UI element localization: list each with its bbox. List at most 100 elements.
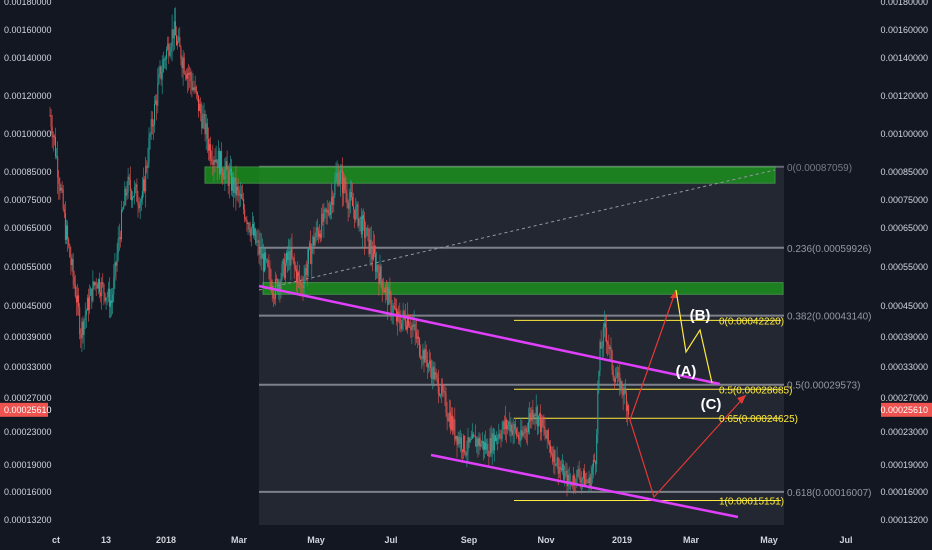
candle-body: [496, 437, 498, 441]
candle-body: [171, 29, 173, 48]
candle-body: [578, 469, 580, 477]
candle-body: [436, 374, 438, 379]
candle-body: [313, 236, 315, 246]
candle-body: [354, 209, 356, 221]
candle-body: [185, 74, 187, 79]
candle-body: [524, 428, 526, 434]
candle-body: [345, 189, 347, 194]
candle-body: [162, 59, 164, 72]
candle-body: [58, 177, 60, 185]
candle-body: [448, 412, 450, 422]
candle-body: [316, 227, 318, 231]
candle-body: [319, 233, 320, 237]
candle-body: [292, 257, 294, 259]
candle-body: [588, 477, 590, 483]
candle-body: [599, 341, 601, 371]
candle-body: [201, 113, 203, 129]
candle-body: [334, 180, 336, 195]
candle-body: [112, 294, 114, 303]
candle-body: [534, 414, 536, 416]
candle-body: [425, 348, 427, 360]
candle-body: [567, 474, 569, 487]
candle-body: [346, 193, 348, 204]
candle-body: [591, 467, 593, 475]
candle-body: [525, 428, 527, 432]
candle-body: [83, 319, 85, 335]
candle-body: [302, 287, 304, 289]
candle-body: [173, 21, 175, 39]
candle-body: [492, 433, 494, 451]
candle-body: [435, 372, 437, 375]
price-tick-label: 0.00055000: [880, 262, 928, 272]
candle-body: [458, 436, 460, 444]
candle-body: [132, 197, 133, 201]
price-tick-label: 0.00033000: [4, 362, 52, 372]
candle-body: [348, 200, 350, 209]
price-tick-label: 0.00016000: [4, 487, 52, 497]
candle-body: [183, 57, 185, 74]
candle-body: [613, 378, 615, 383]
price-tick-label: 0.00033000: [880, 362, 928, 372]
candle-body: [380, 266, 382, 280]
candle-body: [103, 284, 105, 294]
candle-body: [621, 381, 623, 391]
candle-body: [424, 348, 426, 363]
candle-body: [184, 73, 186, 75]
candle-body: [96, 284, 98, 289]
candle-body: [317, 230, 319, 237]
candle-body: [126, 192, 128, 196]
candle-body: [232, 177, 234, 191]
candle-body: [291, 247, 293, 258]
candle-body: [468, 437, 470, 443]
candle-body: [224, 168, 226, 180]
candle-body: [125, 188, 127, 196]
candle-body: [600, 341, 602, 349]
candle-body: [178, 37, 180, 41]
candle-body: [416, 336, 418, 339]
descending-channel: [258, 284, 739, 519]
candle-body: [332, 196, 334, 205]
candle-body: [234, 177, 236, 193]
candle-body: [526, 431, 528, 433]
time-tick-label: May: [307, 535, 325, 545]
candle-body: [443, 391, 445, 393]
candle-body: [530, 413, 532, 421]
candle-body: [512, 430, 514, 435]
candle-body: [157, 83, 159, 106]
candle-body: [482, 441, 484, 450]
candle-body: [484, 442, 485, 450]
price-tick-label: 0.00023000: [4, 427, 52, 437]
price-tick-label: 0.00120000: [4, 91, 52, 101]
candle-body: [82, 321, 84, 335]
price-tick-label: 0.00100000: [4, 129, 52, 139]
candle-body: [211, 159, 213, 161]
candle-body: [271, 290, 273, 293]
channel-lower-line: [430, 453, 739, 519]
candle-body: [449, 412, 451, 430]
time-tick-label: Mar: [231, 535, 248, 545]
candle-body: [368, 228, 370, 255]
candle-body: [216, 159, 218, 168]
candle-body: [90, 288, 92, 296]
candle-body: [372, 246, 374, 260]
candle-body: [405, 325, 407, 330]
price-tick-label: 0.00039000: [880, 332, 928, 342]
candle-body: [452, 415, 454, 431]
candle-body: [418, 336, 419, 339]
candle-body: [455, 436, 457, 440]
candle-body: [236, 186, 238, 196]
candle-body: [57, 155, 59, 178]
current-price-badge-left: [0, 402, 48, 417]
fib-level-label: 0.236(0.00059926): [787, 244, 872, 255]
candle-body: [502, 421, 504, 430]
candle-body: [220, 151, 221, 175]
candle-body: [577, 469, 579, 471]
candle-body: [266, 259, 268, 261]
candle-body: [305, 268, 307, 275]
candle-body: [412, 325, 414, 327]
candle-body: [561, 468, 562, 471]
candle-body: [565, 471, 567, 473]
candle-body: [628, 405, 630, 415]
candle-body: [176, 35, 177, 46]
